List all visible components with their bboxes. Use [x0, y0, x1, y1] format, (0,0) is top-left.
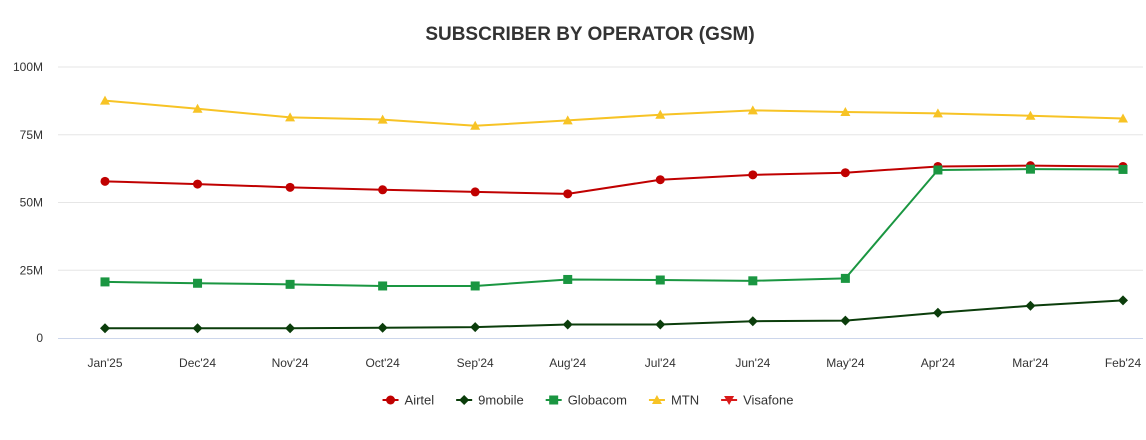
data-point-globacom — [748, 276, 758, 286]
legend-marker-mtn — [651, 395, 662, 404]
data-point-mtn — [285, 112, 296, 122]
legend-item-visafone[interactable]: Visafone — [721, 393, 793, 408]
y-tick-label: 100M — [13, 60, 43, 74]
data-point-mtn — [840, 106, 851, 116]
data-point-mtn — [747, 105, 758, 115]
data-point-9mobile — [377, 322, 388, 333]
data-point-globacom — [933, 165, 943, 175]
data-point-globacom — [563, 274, 573, 284]
data-point-globacom — [655, 275, 665, 285]
legend-label: Globacom — [568, 393, 627, 408]
data-point-9mobile — [655, 319, 666, 330]
x-tick-label: Jul'24 — [645, 356, 676, 370]
y-tick-label: 75M — [20, 128, 43, 142]
series-line-mtn — [104, 99, 1124, 127]
series-layer — [100, 95, 1128, 334]
data-point-mtn — [1118, 113, 1128, 123]
data-point-9mobile — [840, 315, 851, 326]
data-point-mtn — [562, 115, 573, 125]
legend-label: Visafone — [743, 393, 793, 408]
legend-item-9mobile[interactable]: 9mobile — [456, 393, 524, 408]
data-point-9mobile — [470, 322, 481, 333]
x-tick-label: Oct'24 — [365, 356, 400, 370]
series-airtel — [100, 161, 1128, 199]
data-point-airtel — [285, 182, 295, 192]
legend-marker-9mobile — [459, 395, 470, 405]
series-mtn — [100, 95, 1128, 130]
legend-label: 9mobile — [478, 393, 524, 408]
x-tick-label: Mar'24 — [1012, 356, 1049, 370]
data-point-globacom — [1118, 164, 1128, 174]
y-tick-label: 0 — [36, 331, 43, 345]
data-point-globacom — [378, 281, 388, 291]
x-tick-label: Dec'24 — [179, 356, 216, 370]
chart-title: SUBSCRIBER BY OPERATOR (GSM) — [425, 24, 754, 45]
series-9mobile — [100, 295, 1128, 334]
data-point-airtel — [655, 175, 665, 185]
data-point-9mobile — [1118, 295, 1128, 306]
data-point-airtel — [563, 189, 573, 199]
data-point-globacom — [840, 273, 850, 283]
data-point-globacom — [193, 278, 203, 288]
legend-item-globacom[interactable]: Globacom — [545, 393, 627, 408]
data-point-airtel — [193, 179, 203, 189]
data-point-9mobile — [192, 323, 203, 334]
data-point-mtn — [470, 120, 481, 130]
legend-label: Airtel — [405, 393, 435, 408]
data-point-mtn — [932, 108, 943, 118]
x-tick-label: Aug'24 — [549, 356, 586, 370]
data-point-airtel — [378, 185, 388, 195]
x-tick-label: May'24 — [826, 356, 865, 370]
data-point-9mobile — [285, 323, 296, 334]
data-point-mtn — [377, 114, 388, 124]
data-point-globacom — [285, 279, 295, 289]
data-point-airtel — [840, 168, 850, 178]
data-point-mtn — [1025, 110, 1036, 120]
y-tick-label: 25M — [20, 263, 43, 277]
x-tick-label: Feb'24 — [1105, 356, 1142, 370]
data-point-mtn — [192, 103, 203, 113]
x-tick-label: Jan'25 — [88, 356, 123, 370]
x-tick-label: Nov'24 — [272, 356, 309, 370]
legend-marker-visafone — [724, 396, 735, 405]
legend-item-mtn[interactable]: MTN — [648, 393, 699, 408]
data-point-9mobile — [562, 319, 573, 330]
legend-item-airtel[interactable]: Airtel — [382, 393, 435, 408]
legend-label: MTN — [671, 393, 699, 408]
series-globacom — [100, 164, 1128, 291]
data-point-9mobile — [747, 316, 758, 327]
data-point-airtel — [470, 187, 480, 197]
legend-marker-airtel — [386, 395, 396, 405]
y-tick-label: 50M — [20, 196, 43, 210]
data-point-globacom — [100, 277, 110, 287]
data-point-9mobile — [1025, 300, 1036, 311]
data-point-airtel — [748, 170, 758, 180]
x-tick-label: Sep'24 — [457, 356, 494, 370]
data-point-9mobile — [932, 307, 943, 318]
legend-marker-globacom — [549, 395, 559, 405]
legend[interactable]: Airtel 9mobile Globacom MTN Visafone — [382, 393, 794, 408]
data-point-globacom — [1025, 164, 1035, 174]
data-point-globacom — [470, 281, 480, 291]
series-line-globacom — [104, 168, 1124, 287]
x-tick-label: Jun'24 — [735, 356, 770, 370]
series-line-airtel — [104, 164, 1124, 195]
data-point-mtn — [100, 95, 110, 105]
data-point-mtn — [655, 109, 666, 119]
grid-layer: 0 25M 50M 75M 100M — [13, 60, 1143, 345]
series-line-9mobile — [105, 299, 1124, 330]
data-point-9mobile — [100, 323, 110, 334]
data-point-airtel — [100, 176, 110, 186]
axis-layer: Jan'25 Dec'24 Nov'24 Oct'24 Sep'24 Aug'24 Jul'… — [58, 338, 1143, 370]
x-tick-label: Apr'24 — [921, 356, 956, 370]
